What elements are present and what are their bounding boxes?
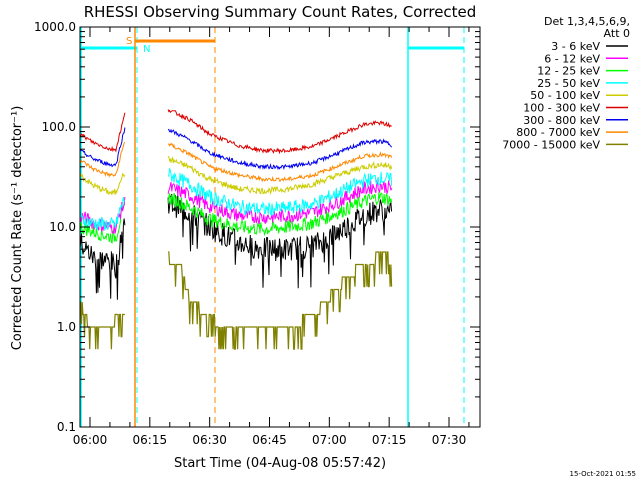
legend-entry-label: 12 - 25 keV: [537, 65, 600, 78]
timestamp: 15-Oct-2021 01:55: [570, 470, 636, 478]
legend-entry-label: 3 - 6 keV: [551, 40, 600, 53]
x-tick-label: 06:15: [133, 433, 168, 447]
x-tick-label: 07:30: [432, 433, 467, 447]
series-line-green-1: [167, 191, 393, 237]
x-tick-label: 07:00: [312, 433, 347, 447]
series-line-blue-1: [167, 128, 393, 171]
series-line-yellow-0: [79, 172, 126, 196]
y-tick-label: 100.0: [42, 120, 76, 134]
series-line-black-1: [167, 193, 393, 289]
series-line-orange-0: [79, 141, 126, 178]
x-tick-label: 07:15: [372, 433, 407, 447]
series-line-green-0: [79, 202, 126, 244]
y-axis-label: Corrected Count Rate (s⁻¹ detector⁻¹): [10, 106, 25, 351]
legend-entry-label: 50 - 100 keV: [530, 89, 600, 102]
series-line-red-0: [79, 112, 126, 153]
legend-entry-label: 300 - 800 keV: [523, 114, 600, 127]
axes: 0.1 1.0 10.0 100.0 1000.0 06:00 06:15 06:30 06:4…: [34, 20, 481, 447]
series-line-red-1: [167, 109, 392, 155]
legend-entry-label: 800 - 7000 keV: [516, 126, 600, 139]
night-label: N: [143, 44, 150, 55]
legend-entry-label: 6 - 12 keV: [544, 52, 600, 65]
legend-header-line1: Det 1,3,4,5,6,9,: [544, 15, 630, 28]
legend-header-line2: Att 0: [604, 27, 630, 40]
series-group: [79, 109, 393, 350]
y-tick-label: 10.0: [49, 220, 76, 234]
y-tick-label: 1.0: [57, 320, 76, 334]
x-axis-label: Start Time (04-Aug-08 05:57:42): [174, 456, 386, 471]
series-line-magenta-1: [167, 179, 393, 225]
series-line-blue-0: [79, 127, 126, 168]
series-line-olive-0: [80, 301, 125, 350]
legend-entry-label: 25 - 50 keV: [537, 77, 600, 90]
series-line-black-0: [79, 218, 126, 300]
x-tick-label: 06:00: [73, 433, 108, 447]
chart-title: RHESSI Observing Summary Count Rates, Co…: [84, 3, 477, 21]
series-line-olive-1: [168, 251, 393, 350]
legend-entry-label: 7000 - 15000 keV: [502, 138, 600, 151]
y-tick-label: 1000.0: [34, 20, 76, 34]
series-line-cyan-1: [167, 168, 393, 216]
y-tick-label: 0.1: [57, 420, 76, 434]
x-tick-label: 06:30: [192, 433, 227, 447]
x-tick-label: 06:45: [252, 433, 287, 447]
legend-entry-label: 100 - 300 keV: [523, 102, 600, 115]
series-line-cyan-0: [79, 197, 126, 232]
saa-label: S: [126, 36, 132, 47]
series-line-orange-1: [167, 142, 393, 183]
series-line-yellow-1: [167, 155, 393, 196]
